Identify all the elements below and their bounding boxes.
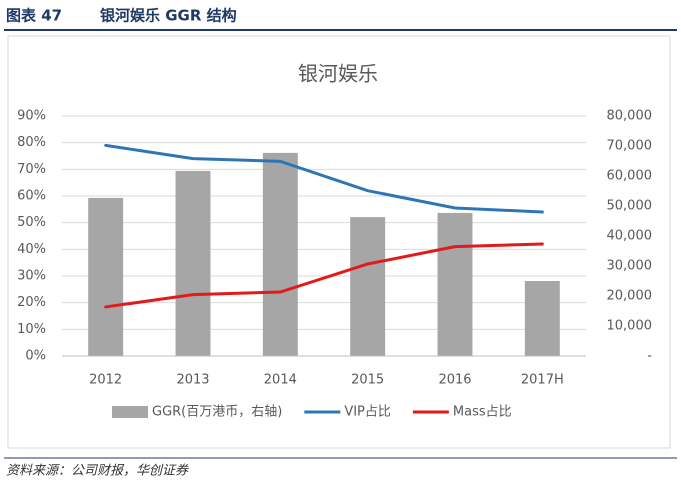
line: [104, 242, 544, 309]
header-title: 银河娱乐 GGR 结构: [100, 7, 237, 25]
y-tick-label: 0%: [25, 349, 46, 364]
y-tick-label: 10%: [17, 322, 46, 337]
chart-frame: [7, 35, 671, 449]
y-tick-label: 20%: [17, 295, 46, 310]
y2-tick-label: 20,000: [607, 289, 653, 304]
y2-tick-label: 10,000: [607, 319, 653, 334]
x-tick-label: 2015: [351, 373, 384, 388]
y-tick-label: 60%: [17, 189, 46, 204]
bar: [88, 197, 124, 356]
x-tick-label: 2012: [89, 373, 122, 388]
y2-tick-label: 70,000: [607, 139, 653, 154]
legend-label: GGR(百万港币，右轴): [152, 405, 282, 420]
footer-source: 资料来源：公司财报，华创证券: [6, 464, 189, 479]
x-tick-label: 2017H: [521, 373, 564, 388]
header-label: 图表 47: [6, 7, 62, 25]
y2-tick-label: 50,000: [607, 199, 653, 214]
y2-tick-label: 60,000: [607, 169, 653, 184]
bar: [524, 281, 560, 356]
legend-swatch: [112, 406, 148, 418]
y2-tick-label: -: [647, 349, 652, 364]
x-tick-label: 2016: [438, 373, 471, 388]
y-tick-label: 80%: [17, 135, 46, 150]
chart-title: 银河娱乐: [298, 62, 378, 86]
x-tick-label: 2013: [176, 373, 209, 388]
y-tick-label: 70%: [17, 162, 46, 177]
y-tick-label: 50%: [17, 215, 46, 230]
line: [104, 143, 544, 214]
y2-tick-label: 80,000: [607, 109, 653, 124]
bar: [437, 212, 473, 356]
y-tick-label: 30%: [17, 269, 46, 284]
x-tick-label: 2014: [264, 373, 297, 388]
bar: [175, 170, 211, 356]
y2-tick-label: 40,000: [607, 229, 653, 244]
y-tick-label: 90%: [17, 109, 46, 124]
legend-label: Mass占比: [453, 405, 512, 420]
legend-label: VIP占比: [344, 405, 391, 420]
bar: [350, 217, 386, 356]
y2-tick-label: 30,000: [607, 259, 653, 274]
bar: [262, 152, 298, 356]
y-tick-label: 40%: [17, 242, 46, 257]
